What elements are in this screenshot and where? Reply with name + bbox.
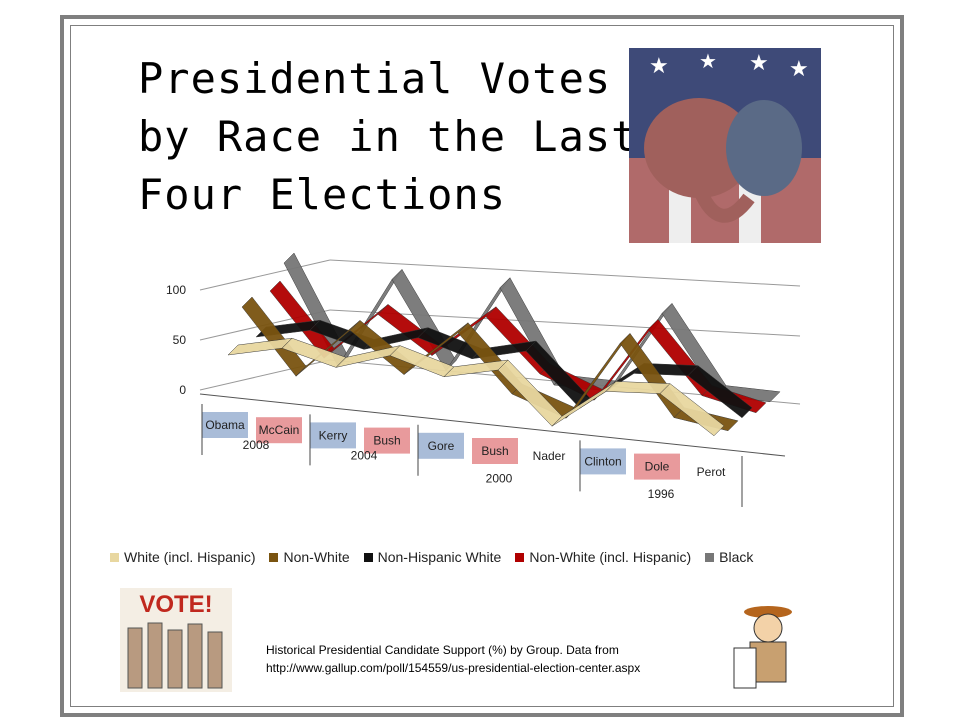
voter-cartoon-image (733, 606, 792, 689)
legend-swatch (269, 552, 279, 562)
legend-swatch (705, 552, 715, 562)
vote-hands-image: VOTE! (120, 588, 232, 692)
chart-legend: White (incl. Hispanic) Non-White Non-His… (110, 549, 753, 565)
candidate-label-bg (256, 417, 302, 444)
title-line-2: by Race in the Last (138, 112, 638, 161)
source-note-line-2: http://www.gallup.com/poll/154559/us-pre… (266, 661, 641, 675)
gridline (329, 259, 801, 287)
candidate-label-bg (634, 453, 680, 480)
y-tick-label: 50 (173, 333, 187, 347)
svg-text:★: ★ (699, 51, 717, 73)
candidate-label: Bush (481, 444, 508, 458)
year-label: 2008 (243, 438, 270, 452)
gridline (199, 359, 331, 391)
series-segment-0 (605, 381, 671, 394)
legend-swatch (110, 552, 119, 562)
candidate-label: Obama (205, 418, 245, 432)
candidate-label: Nader (533, 449, 566, 463)
legend-label: Black (719, 549, 754, 565)
candidate-label: Perot (697, 465, 726, 479)
title-line-3: Four Elections (138, 170, 507, 219)
elephant-donkey-image: ★ ★ ★ ★ (629, 48, 821, 243)
y-tick-label: 0 (179, 383, 186, 397)
legend-swatch (515, 552, 525, 562)
slide-title: Presidential Votes by Race in the Last F… (138, 50, 637, 224)
candidate-label-bg (310, 422, 356, 449)
svg-text:★: ★ (749, 50, 769, 75)
candidate-label: Bush (373, 434, 400, 448)
legend-item: Non-White (incl. Hispanic) (515, 549, 691, 565)
svg-text:VOTE!: VOTE! (139, 591, 212, 618)
gridline (199, 259, 331, 291)
y-tick-label: 100 (166, 283, 186, 297)
candidate-label: Clinton (584, 454, 621, 468)
title-line-1: Presidential Votes (138, 54, 612, 103)
slide-outer-border (60, 15, 904, 717)
slide-inner-border (70, 25, 894, 707)
legend-item: Non-White (269, 549, 350, 565)
candidate-label: Gore (428, 439, 455, 453)
source-note-line-1: Historical Presidential Candidate Suppor… (266, 643, 619, 657)
year-label: 1996 (648, 487, 675, 501)
candidate-label: Kerry (319, 428, 348, 442)
candidate-label-bg (472, 438, 518, 464)
legend-item: White (incl. Hispanic) (110, 549, 255, 565)
candidate-label: McCain (259, 423, 300, 437)
year-label: 2000 (486, 472, 513, 486)
candidate-label: Dole (645, 460, 670, 474)
year-label: 2004 (351, 449, 378, 463)
legend-label: Non-White (283, 549, 350, 565)
candidate-label-bg (364, 427, 410, 454)
series-segment-2 (687, 365, 753, 419)
legend-label: Non-White (incl. Hispanic) (529, 549, 692, 565)
legend-swatch (363, 552, 373, 562)
candidate-label-bg (202, 412, 248, 438)
legend-item: Black (705, 549, 753, 565)
x-axis-line (199, 393, 786, 457)
legend-item: Non-Hispanic White (363, 549, 502, 565)
gridline (329, 309, 801, 337)
svg-text:★: ★ (649, 53, 669, 78)
legend-label: Non-Hispanic White (377, 549, 502, 565)
svg-text:★: ★ (789, 56, 809, 81)
candidate-label-bg (580, 448, 626, 475)
legend-label: White (incl. Hispanic) (124, 549, 256, 565)
source-note: Historical Presidential Candidate Suppor… (266, 641, 640, 677)
candidate-label-bg (418, 432, 464, 459)
series-segment-0 (659, 383, 725, 437)
